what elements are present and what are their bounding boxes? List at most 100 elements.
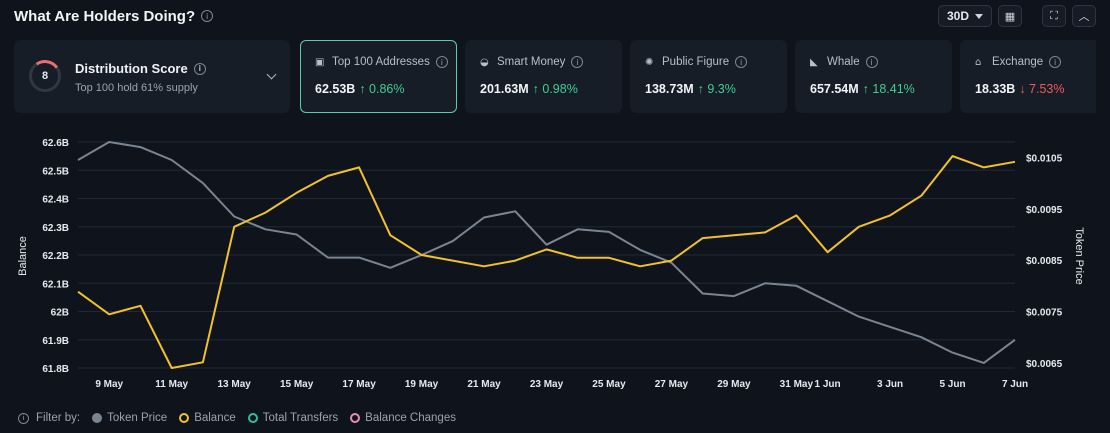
metric-label: Public Figure	[662, 56, 730, 68]
calendar-icon: ▦	[1004, 9, 1016, 23]
y-tick-left: 62.2B	[42, 251, 69, 262]
info-icon[interactable]: i	[435, 56, 448, 68]
x-tick: 9 May	[95, 379, 123, 390]
header: What Are Holders Doing? i 30D ▦ ⛶ ︿	[14, 4, 1096, 28]
metric-card-smart-money[interactable]: ◒ Smart Money i 201.63M ↑ 0.98%	[465, 40, 622, 113]
legend-label: Balance	[194, 412, 236, 424]
legend-item-total-transfers[interactable]: Total Transfers	[247, 412, 339, 424]
y-tick-left: 61.8B	[42, 364, 69, 375]
legend-dot	[179, 413, 190, 423]
info-icon[interactable]: i	[193, 62, 206, 75]
period-value: 30D	[946, 9, 969, 23]
x-tick: 7 Jun	[1002, 379, 1028, 390]
legend-label: Balance Changes	[365, 412, 456, 424]
metric-change: ↓ 7.53%	[1019, 82, 1065, 96]
metric-card-public-figure[interactable]: ✺ Public Figure i 138.73M ↑ 9.3%	[630, 40, 787, 113]
collapse-button[interactable]: ︿	[1072, 5, 1096, 27]
metric-label: Top 100 Addresses	[332, 56, 430, 68]
x-tick: 15 May	[280, 379, 314, 390]
wallet-icon: ▣	[315, 56, 325, 68]
info-icon[interactable]: i	[865, 56, 878, 68]
distribution-title-row: Distribution Score i	[75, 61, 206, 76]
metric-card-whale[interactable]: ◣ Whale i 657.54M ↑ 18.41%	[795, 40, 952, 113]
exchange-icon: ⌂	[975, 56, 982, 68]
distribution-score-card[interactable]: 8 Distribution Score i Top 100 hold 61% …	[14, 40, 290, 113]
legend-label: Total Transfers	[262, 412, 339, 424]
metric-cards: 8 Distribution Score i Top 100 hold 61% …	[14, 40, 1096, 113]
fullscreen-icon: ⛶	[1050, 9, 1058, 22]
y-tick-left: 62.1B	[42, 279, 69, 290]
y-tick-left: 62B	[51, 308, 69, 319]
info-icon[interactable]: i	[201, 10, 214, 22]
metric-value: 62.53B	[315, 82, 356, 96]
x-tick: 5 Jun	[939, 379, 965, 390]
chevron-down-icon	[975, 13, 983, 19]
y-tick-right: $0.0095	[1026, 205, 1063, 216]
x-tick: 23 May	[530, 379, 564, 390]
x-tick: 21 May	[467, 379, 501, 390]
y-tick-left: 62.6B	[42, 138, 69, 149]
legend-dot	[350, 413, 361, 423]
info-icon[interactable]: i	[735, 56, 748, 68]
y-tick-right: $0.0085	[1026, 256, 1063, 267]
y-axis-label-left: Balance	[17, 236, 29, 276]
y-tick-left: 62.5B	[42, 166, 69, 177]
legend: i Filter by: Token Price Balance Total T…	[18, 412, 456, 424]
x-tick: 11 May	[155, 379, 188, 390]
x-tick: 29 May	[717, 379, 751, 390]
legend-item-balance[interactable]: Balance	[179, 412, 236, 424]
y-tick-right: $0.0105	[1026, 153, 1063, 164]
x-tick: 19 May	[405, 379, 439, 390]
x-tick: 13 May	[217, 379, 251, 390]
score-value: 8	[41, 70, 49, 82]
y-axis-label-right: Token Price	[1073, 227, 1085, 284]
y-tick-right: $0.0065	[1026, 359, 1063, 370]
metric-value: 18.33B	[975, 82, 1016, 96]
metric-value: 657.54M	[810, 82, 859, 96]
series-line-token-price[interactable]	[77, 141, 1016, 364]
y-tick-left: 62.3B	[42, 223, 69, 234]
legend-item-token-price[interactable]: Token Price	[92, 412, 167, 424]
legend-label: Token Price	[107, 412, 168, 424]
x-tick: 27 May	[655, 379, 689, 390]
metric-label: Whale	[827, 56, 860, 68]
calendar-button[interactable]: ▦	[998, 5, 1022, 27]
metric-change: ↑ 18.41%	[862, 82, 915, 96]
chevron-up-icon: ︿	[1078, 10, 1090, 23]
x-tick: 1 Jun	[815, 379, 841, 390]
legend-item-balance-changes[interactable]: Balance Changes	[350, 412, 456, 424]
metric-card-exchange[interactable]: ⌂ Exchange i 18.33B ↓ 7.53%	[960, 40, 1096, 113]
filter-label: Filter by:	[36, 412, 81, 424]
distribution-subtitle: Top 100 hold 61% supply	[75, 82, 198, 94]
distribution-title: Distribution Score	[75, 61, 188, 76]
x-tick: 25 May	[592, 379, 626, 390]
fullscreen-button[interactable]: ⛶	[1042, 5, 1066, 27]
score-arc	[26, 57, 64, 95]
legend-dot	[247, 413, 258, 423]
y-tick-left: 62.4B	[42, 195, 69, 206]
metric-change: ↑ 0.86%	[359, 82, 405, 96]
metric-change: ↑ 9.3%	[697, 82, 736, 96]
page-title: What Are Holders Doing?	[14, 7, 196, 25]
info-icon: i	[18, 412, 29, 424]
period-select[interactable]: 30D	[937, 5, 992, 27]
public-figure-icon: ✺	[645, 56, 654, 68]
y-tick-left: 61.9B	[42, 336, 69, 347]
metric-change: ↑ 0.98%	[532, 82, 578, 96]
chevron-down-icon[interactable]	[266, 69, 277, 80]
info-icon[interactable]: i	[1049, 56, 1062, 68]
x-tick: 31 May	[780, 379, 814, 390]
whale-icon: ◣	[810, 56, 818, 68]
x-tick: 3 Jun	[877, 379, 903, 390]
metric-value: 201.63M	[480, 82, 529, 96]
metric-value: 138.73M	[645, 82, 694, 96]
legend-dot	[92, 413, 103, 423]
info-icon[interactable]: i	[571, 56, 584, 68]
x-tick: 17 May	[342, 379, 376, 390]
series-line-balance[interactable]	[77, 155, 1016, 369]
metric-label: Exchange	[992, 56, 1044, 68]
metric-card-top100[interactable]: ▣ Top 100 Addresses i 62.53B ↑ 0.86%	[300, 40, 457, 113]
metric-label: Smart Money	[497, 56, 566, 68]
holders-chart[interactable]: 61.8B 61.9B 62B 62.1B 62.2B 62.3B 62.4B 62.5B 62…	[0, 128, 1110, 398]
score-ring: 8	[29, 60, 61, 92]
